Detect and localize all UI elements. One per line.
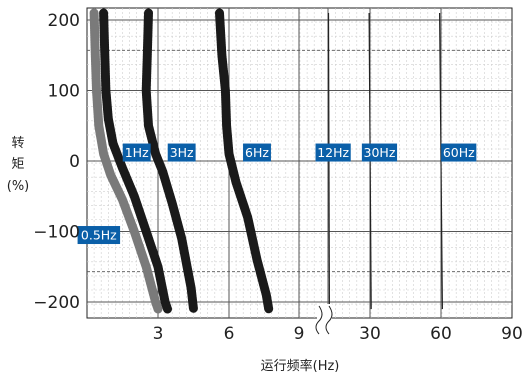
x-tick-label: 90 (501, 324, 523, 344)
x-tick-label: 3 (153, 324, 164, 344)
series-label-text: 0.5Hz (81, 228, 117, 243)
y-tick-label: −200 (33, 293, 80, 313)
y-tick-label: −100 (33, 223, 80, 243)
x-axis-label: 运行频率(Hz) (261, 358, 340, 374)
x-tick-label: 9 (294, 324, 305, 344)
x-tick-label: 6 (224, 324, 235, 344)
y-axis-label-line: 矩 (11, 157, 24, 172)
y-tick-label: 200 (48, 11, 80, 31)
y-tick-label: 0 (69, 152, 80, 172)
y-axis-label-line: (%) (7, 179, 30, 194)
series-label-text: 3Hz (170, 145, 194, 160)
series-label-text: 60Hz (443, 145, 475, 160)
series-label-text: 6Hz (245, 145, 269, 160)
series-label-text: 30Hz (364, 145, 396, 160)
axis-break-mask (317, 304, 332, 334)
series-label-text: 12Hz (317, 145, 349, 160)
x-tick-label: 30 (359, 324, 381, 344)
y-tick-label: 100 (48, 82, 80, 102)
x-tick-label: 60 (430, 324, 452, 344)
y-axis-label: 转 矩 (%) (7, 136, 30, 194)
series-label-text: 1Hz (125, 145, 149, 160)
y-axis-label-line: 转 (11, 136, 24, 151)
